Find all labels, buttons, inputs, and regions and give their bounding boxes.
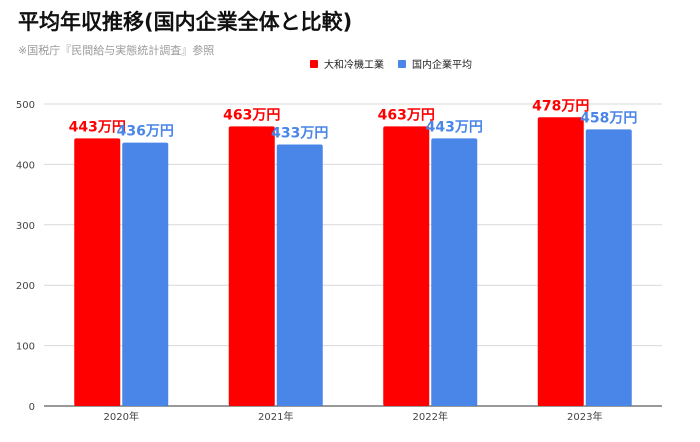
y-tick-label: 300 xyxy=(16,221,35,232)
data-label: 436万円 xyxy=(117,124,174,140)
page-title: 平均年収推移(国内企業全体と比較) xyxy=(18,10,353,34)
bar xyxy=(383,126,430,407)
data-label: 478万円 xyxy=(532,98,589,114)
y-tick-label: 200 xyxy=(16,281,35,292)
data-label: 433万円 xyxy=(271,125,328,141)
bar xyxy=(74,138,121,407)
legend-swatch xyxy=(310,60,318,68)
bar xyxy=(431,138,478,407)
x-tick-label: 2021年 xyxy=(258,410,293,423)
x-tick-label: 2020年 xyxy=(104,410,139,423)
y-tick-label: 0 xyxy=(29,402,35,413)
legend-swatch xyxy=(398,60,406,68)
bar xyxy=(537,117,584,407)
y-tick-label: 400 xyxy=(16,160,35,171)
y-tick-label: 500 xyxy=(16,100,35,111)
data-label: 463万円 xyxy=(223,107,280,123)
data-label: 458万円 xyxy=(580,110,637,126)
bar xyxy=(228,126,275,407)
bar xyxy=(122,142,169,406)
data-label: 443万円 xyxy=(69,119,126,135)
source-note: ※国税庁『民間給与実態統計調査』参照 xyxy=(18,44,215,57)
legend-label: 国内企業平均 xyxy=(412,58,472,71)
bar xyxy=(585,129,632,407)
x-tick-label: 2023年 xyxy=(567,410,602,423)
legend-label: 大和冷機工業 xyxy=(324,58,384,71)
data-label: 443万円 xyxy=(426,119,483,135)
bar xyxy=(276,144,323,406)
x-tick-label: 2022年 xyxy=(413,410,448,423)
data-label: 463万円 xyxy=(378,107,435,123)
y-tick-label: 100 xyxy=(16,342,35,353)
